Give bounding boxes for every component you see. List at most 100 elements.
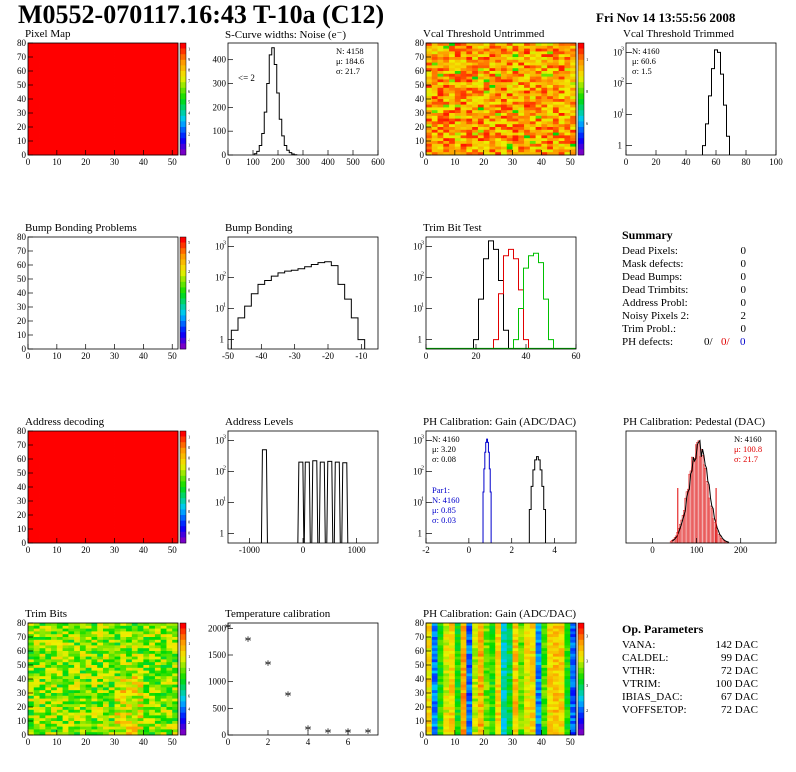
heatmap-cell xyxy=(33,73,40,77)
heatmap-cell xyxy=(460,71,467,75)
heatmap-cell xyxy=(39,723,46,727)
heatmap-cell xyxy=(79,503,87,507)
heatmap-cell xyxy=(160,87,167,91)
x-tick-label: -1000 xyxy=(239,545,260,555)
heatmap-cell xyxy=(143,138,150,142)
x-tick-label: -50 xyxy=(222,351,234,361)
heatmap-cell xyxy=(33,68,40,72)
heatmap-cell xyxy=(172,68,179,72)
heatmap-cell xyxy=(437,726,444,730)
heatmap-cell xyxy=(137,439,144,443)
heatmap-cell xyxy=(39,146,46,150)
heatmap-cell xyxy=(518,143,525,147)
heatmap-cell xyxy=(160,673,167,677)
heatmap-cell xyxy=(91,127,98,131)
heatmap-cell xyxy=(143,653,150,657)
color-scale-segment xyxy=(578,48,584,55)
heatmap-cell xyxy=(33,628,40,632)
heatmap-cell xyxy=(62,712,69,716)
heatmap-cell xyxy=(103,676,110,680)
heatmap-cell xyxy=(62,101,69,105)
heatmap-cell xyxy=(51,625,58,629)
heatmap-cell xyxy=(51,531,58,535)
heatmap-cell xyxy=(131,127,139,131)
heatmap-cell xyxy=(154,456,162,460)
heatmap-cell xyxy=(449,110,456,114)
heatmap-cell xyxy=(103,453,110,457)
heatmap-cell xyxy=(437,693,444,697)
heatmap-cell xyxy=(79,101,87,105)
heatmap-cell xyxy=(62,634,69,638)
heatmap-cell xyxy=(506,101,513,105)
heatmap-cell xyxy=(39,540,46,544)
heatmap-cell xyxy=(39,431,46,435)
heatmap-cell xyxy=(535,73,542,77)
heatmap-cell xyxy=(97,73,104,77)
heatmap-cell xyxy=(131,534,139,538)
heatmap-cell xyxy=(472,152,479,156)
heatmap-cell xyxy=(524,138,531,142)
heatmap-cell xyxy=(85,101,92,105)
heatmap-cell xyxy=(558,68,565,72)
heatmap-cell xyxy=(489,124,496,128)
heatmap-cell xyxy=(126,676,133,680)
heatmap-cell xyxy=(85,687,92,691)
heatmap-cell xyxy=(39,473,46,477)
heatmap-cell xyxy=(85,152,92,156)
heatmap-cell xyxy=(454,48,462,52)
heatmap-cell xyxy=(68,698,75,702)
heatmap-cell xyxy=(28,135,35,139)
heatmap-cell xyxy=(154,637,162,641)
heatmap-cell xyxy=(454,118,462,122)
heatmap-cell xyxy=(489,113,496,117)
heatmap-cell xyxy=(501,96,508,100)
heatmap-cell xyxy=(39,484,46,488)
color-scale-segment xyxy=(180,520,186,527)
heatmap-cell xyxy=(85,495,92,499)
heatmap-cell xyxy=(33,439,40,443)
heatmap-cell xyxy=(68,464,75,468)
heatmap-cell xyxy=(160,639,167,643)
heatmap-cell xyxy=(62,76,69,80)
heatmap-cell xyxy=(137,729,144,733)
heatmap-cell xyxy=(51,712,58,716)
heatmap-cell xyxy=(149,475,156,479)
heatmap-cell xyxy=(45,707,52,711)
heatmap-cell xyxy=(39,54,46,58)
heatmap-cell xyxy=(62,473,69,477)
heatmap-cell xyxy=(501,65,508,69)
heatmap-cell xyxy=(120,79,127,83)
heatmap-cell xyxy=(33,107,40,111)
heatmap-cell xyxy=(56,656,64,660)
heatmap-cell xyxy=(131,503,139,507)
heatmap-cell xyxy=(97,121,104,125)
heatmap-cell xyxy=(137,431,144,435)
heatmap-cell xyxy=(91,43,98,47)
heatmap-cell xyxy=(91,670,98,674)
heatmap-cell xyxy=(460,135,467,139)
chart-title: Address Levels xyxy=(225,416,294,428)
heatmap-cell xyxy=(477,104,485,108)
heatmap-cell xyxy=(79,681,87,685)
heatmap-cell xyxy=(160,489,167,493)
heatmap-cell xyxy=(91,447,98,451)
heatmap-cell xyxy=(33,478,40,482)
heatmap-cell xyxy=(143,113,150,117)
heatmap-cell xyxy=(68,450,75,454)
heatmap-cell xyxy=(68,104,75,108)
x-tick-label: 50 xyxy=(566,157,576,167)
heatmap-cell xyxy=(33,537,40,541)
heatmap-cell xyxy=(33,503,40,507)
heatmap-cell xyxy=(137,57,144,61)
heatmap-cell xyxy=(477,59,485,63)
heatmap-cell xyxy=(166,453,173,457)
heatmap-cell xyxy=(166,540,173,544)
heatmap-cell xyxy=(501,68,508,72)
heatmap-cell xyxy=(426,623,433,627)
heatmap-cell xyxy=(535,82,542,86)
heatmap-cell xyxy=(91,687,98,691)
heatmap-cell xyxy=(56,456,64,460)
y-tick-exponent: 1 xyxy=(223,303,226,309)
heatmap-cell xyxy=(483,110,490,114)
heatmap-cell xyxy=(449,73,456,77)
